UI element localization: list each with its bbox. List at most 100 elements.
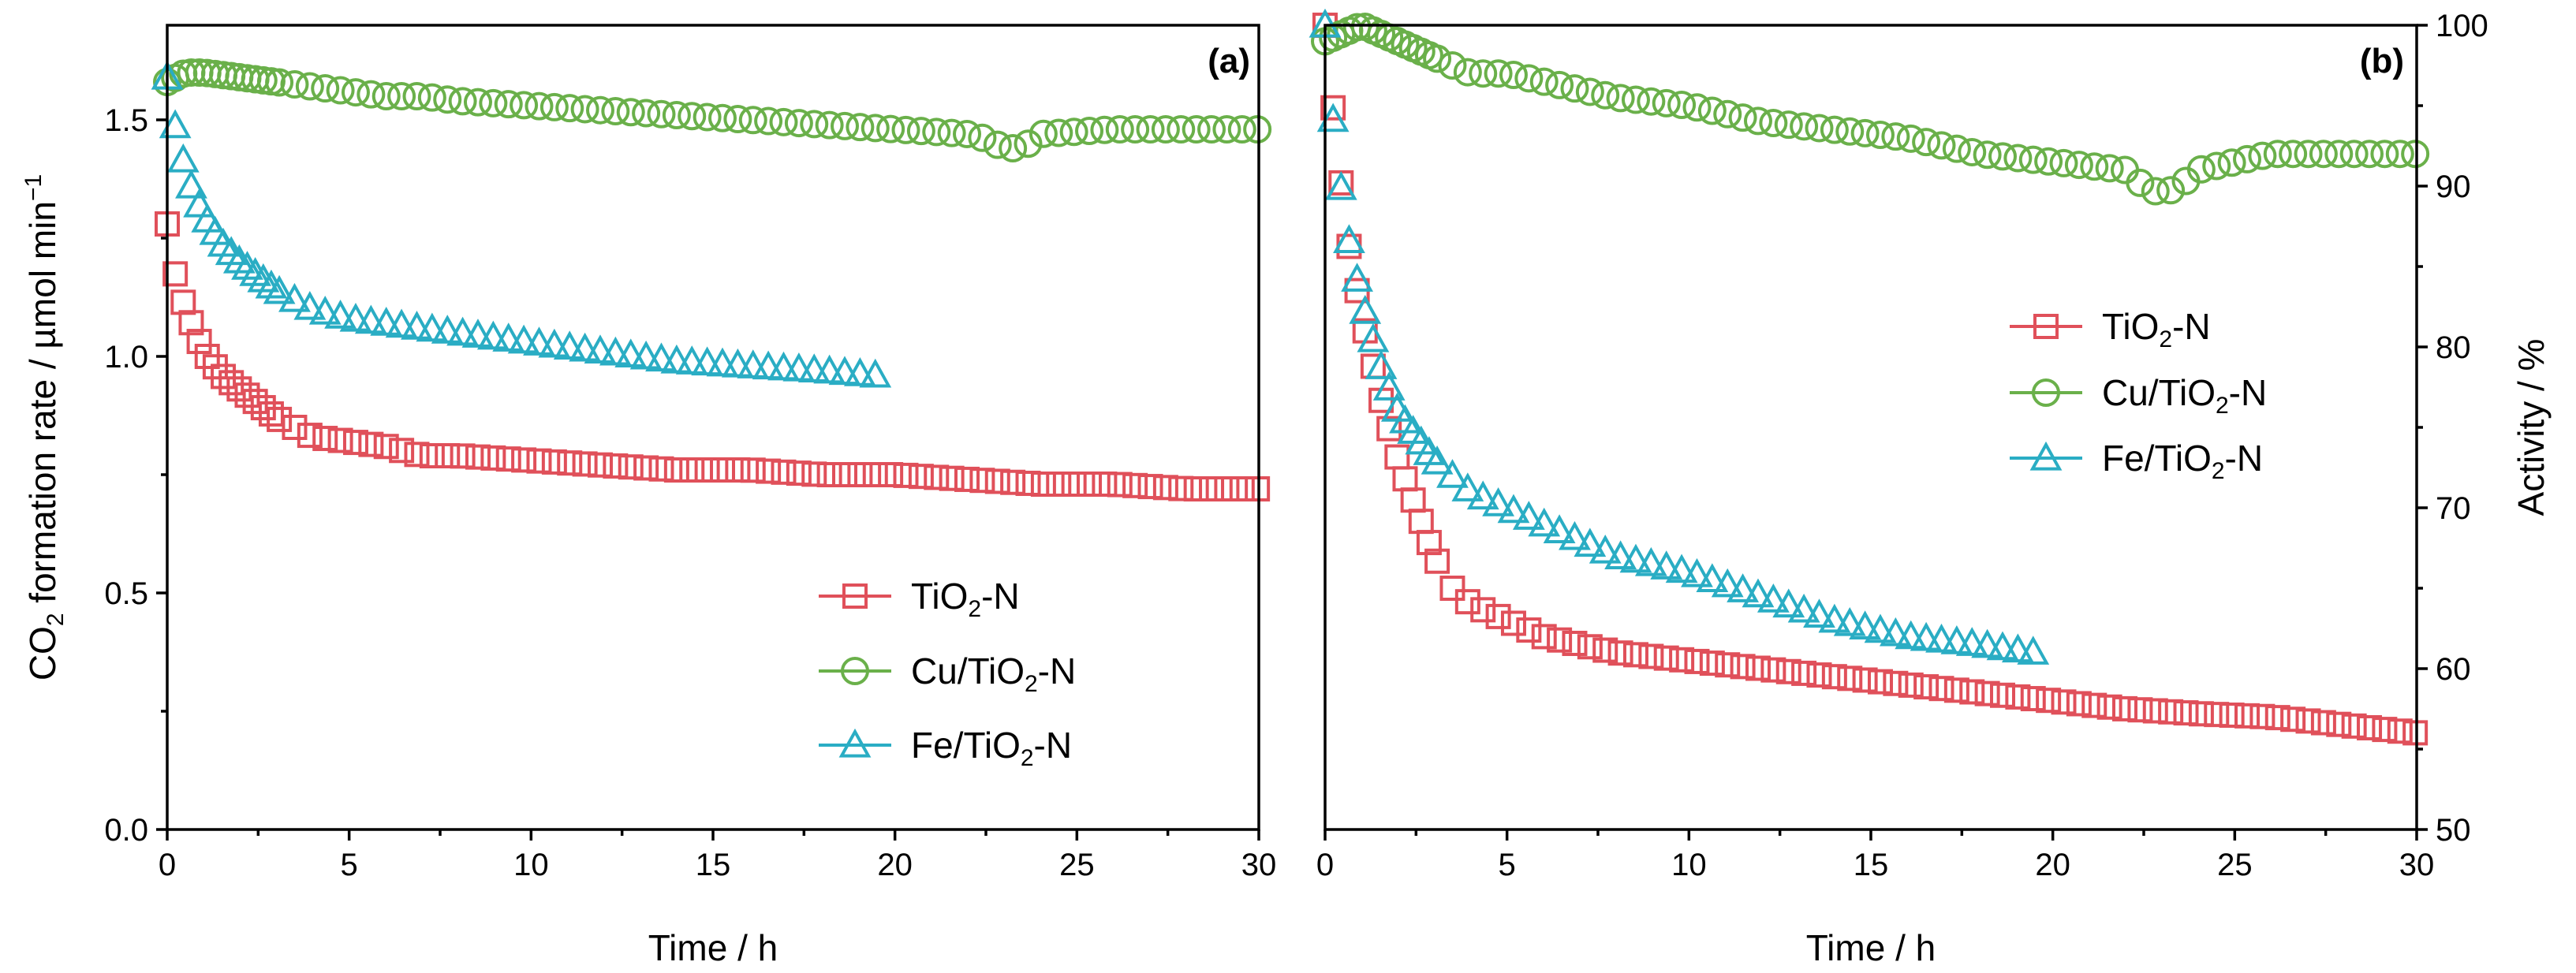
data-point — [1634, 546, 1667, 576]
data-point — [2127, 697, 2153, 723]
data-point — [1942, 134, 1971, 163]
data-point — [538, 328, 571, 358]
panel-a-x-axis-title: Time / h — [648, 927, 778, 968]
data-point — [280, 70, 309, 99]
data-point — [2372, 717, 2398, 743]
data-point — [2064, 151, 2093, 180]
data-point — [2018, 145, 2048, 174]
data-point — [450, 443, 476, 469]
data-point — [2341, 713, 2367, 739]
data-point — [1514, 64, 1544, 93]
data-point — [1958, 137, 1987, 166]
data-point — [816, 462, 842, 487]
data-point — [679, 457, 705, 483]
data-point — [709, 457, 735, 483]
data-point — [647, 99, 676, 129]
data-point — [2217, 148, 2246, 177]
data-point — [523, 326, 555, 356]
data-point — [1470, 597, 1496, 623]
data-point — [222, 244, 256, 274]
y-tick-label: 50 — [2436, 813, 2471, 848]
legend-label-tio2n: TiO2-N — [2102, 306, 2211, 352]
data-point — [1107, 472, 1133, 498]
data-point — [2295, 708, 2321, 734]
data-point — [1820, 115, 1849, 144]
data-point — [1137, 474, 1163, 500]
data-point — [2066, 691, 2092, 717]
data-point — [463, 88, 492, 117]
data-point — [1349, 295, 1382, 324]
data-point — [953, 119, 982, 148]
data-point — [2310, 710, 2336, 736]
data-point — [417, 83, 446, 112]
panel-b-label: (b) — [2360, 42, 2404, 80]
data-point — [831, 111, 860, 140]
data-point — [1243, 115, 1272, 144]
data-point — [178, 310, 204, 336]
data-point — [295, 72, 324, 101]
data-point — [342, 430, 368, 456]
legend-marker-triangle — [838, 728, 872, 758]
data-point — [373, 434, 399, 460]
y-tick-label: 60 — [2436, 652, 2471, 687]
data-point — [278, 282, 311, 312]
data-point — [1881, 122, 1910, 151]
data-point — [1775, 658, 1801, 684]
data-point — [1925, 623, 1958, 653]
data-point — [1637, 87, 1666, 116]
data-point — [1469, 59, 1498, 88]
data-point — [480, 445, 506, 471]
data-point — [767, 351, 800, 381]
data-point — [616, 98, 645, 127]
data-point — [553, 330, 586, 360]
data-point — [756, 458, 782, 484]
data-point — [1372, 371, 1406, 401]
data-point — [2263, 140, 2292, 169]
data-point — [2249, 703, 2275, 729]
data-point — [1092, 472, 1118, 497]
data-point — [419, 443, 445, 468]
data-point — [1030, 472, 1056, 497]
data-point — [2234, 703, 2261, 729]
data-point — [572, 451, 598, 477]
data-point — [1638, 643, 1664, 669]
data-point — [1320, 95, 1346, 121]
data-point — [893, 462, 919, 488]
data-point — [324, 300, 357, 329]
data-point — [416, 312, 449, 342]
data-point — [1665, 554, 1698, 583]
legend-marker-square — [842, 583, 868, 609]
data-point — [1574, 528, 1607, 557]
x-tick-label: 0 — [1316, 848, 1334, 882]
data-point — [740, 457, 766, 483]
data-point — [1384, 444, 1410, 470]
data-point — [1214, 476, 1240, 501]
data-point — [1864, 613, 1897, 643]
data-point — [1940, 625, 1973, 654]
data-point — [1667, 90, 1697, 119]
data-point — [1529, 67, 1559, 96]
data-point — [843, 357, 876, 386]
data-point — [968, 123, 997, 152]
data-point — [771, 459, 797, 485]
data-point — [599, 336, 632, 366]
data-point — [1898, 672, 1924, 698]
data-point — [797, 353, 831, 382]
data-point — [1528, 507, 1561, 537]
data-point — [891, 115, 920, 144]
data-point — [1835, 117, 1865, 146]
legend-marker-cutio2n — [2032, 378, 2060, 407]
data-point — [706, 347, 739, 377]
data-point — [2005, 684, 2031, 710]
data-point — [2081, 692, 2107, 718]
legend-marker-cutio2n — [841, 657, 869, 685]
data-point — [2095, 154, 2124, 183]
data-point — [1607, 640, 1633, 666]
legend-label-fetio2n: Fe/TiO2-N — [2102, 438, 2263, 484]
data-point — [1365, 350, 1398, 379]
data-point — [1484, 59, 1513, 88]
data-point — [937, 118, 966, 147]
legend-marker-circle — [2032, 378, 2060, 407]
data-point — [510, 91, 539, 120]
data-point — [186, 329, 212, 355]
